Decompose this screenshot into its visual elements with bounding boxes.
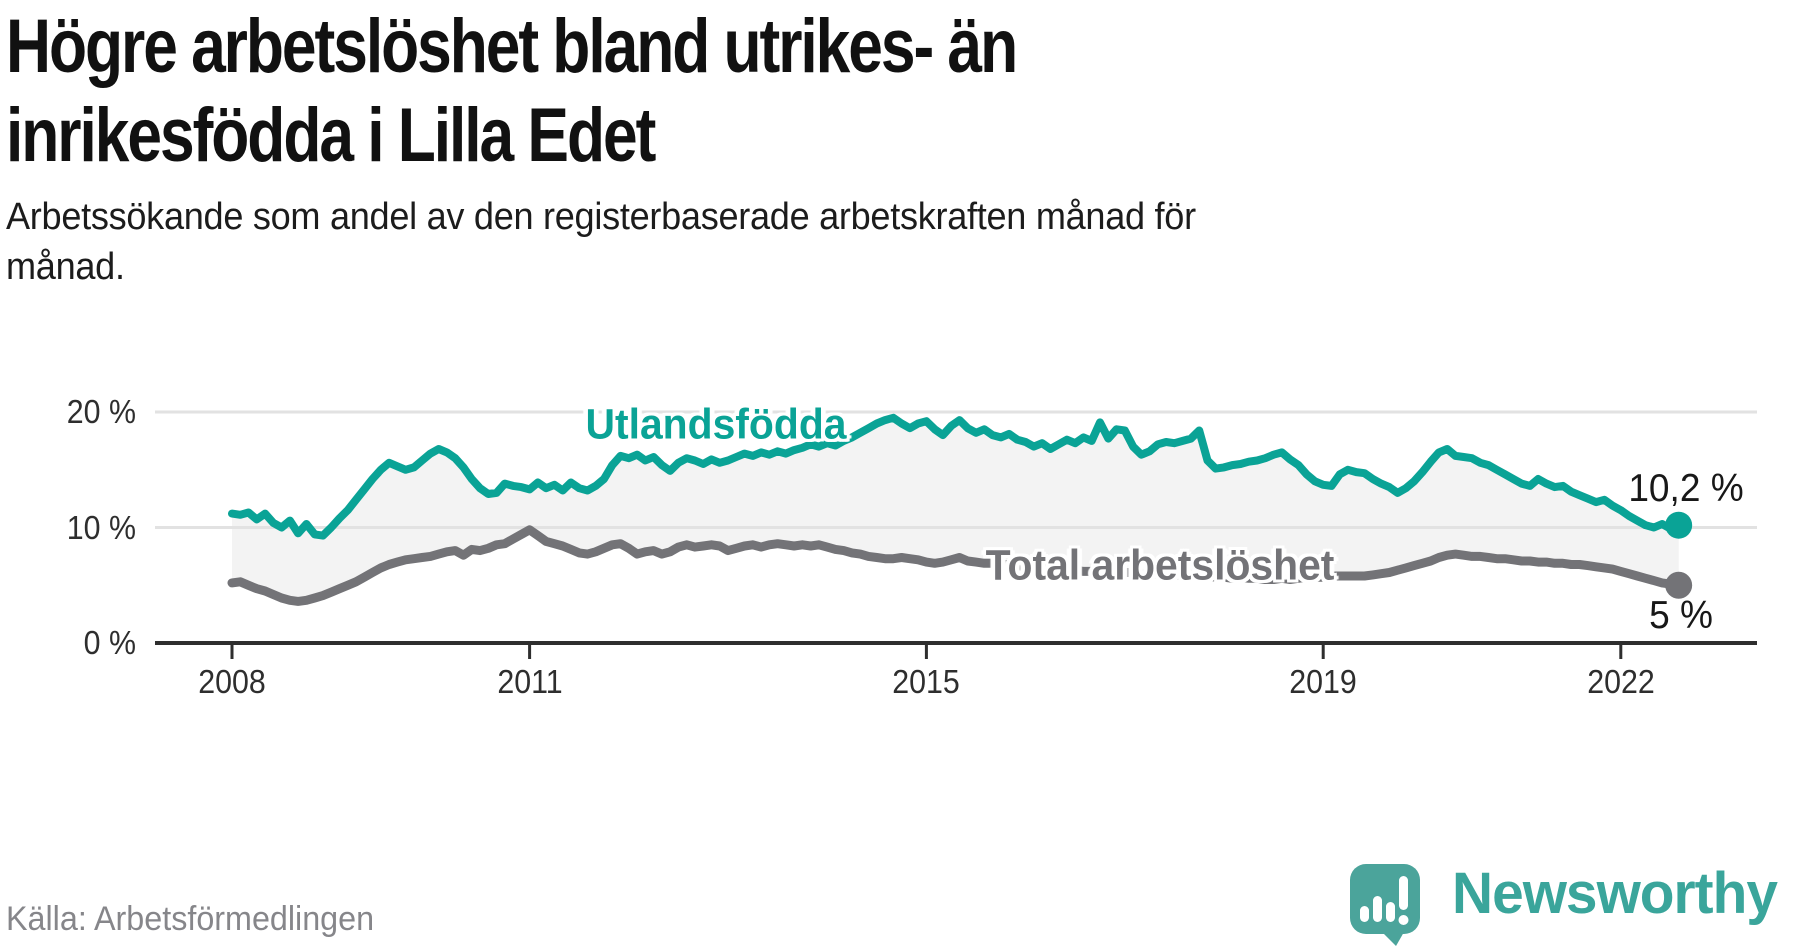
title-line-1: Högre arbetslöshet bland utrikes- än (6, 4, 1018, 89)
x-tick-label-2011: 2011 (496, 663, 563, 700)
y-tick-label-20: 20 % (66, 393, 136, 430)
exclamation-dot-icon (1398, 915, 1409, 925)
y-tick-label-0: 0 % (83, 624, 136, 661)
series-label-total-arbetsloshet: Total arbetslöshet (985, 541, 1335, 590)
bar-tall-icon (1373, 896, 1382, 922)
subtitle-line-1: Arbetssökande som andel av den registerb… (6, 196, 1196, 238)
end-dot-total (1665, 571, 1693, 599)
subtitle-line-2: månad. (6, 246, 125, 288)
title-line-2: inrikesfödda i Lilla Edet (6, 93, 656, 178)
line-total-arbetsloshet (227, 525, 1684, 606)
x-tick-label-2015: 2015 (892, 663, 961, 700)
x-tick-label-2022: 2022 (1587, 663, 1655, 700)
x-tick-label-2019: 2019 (1289, 663, 1357, 700)
chart-subtitle: Arbetssökande som andel av den registerb… (6, 192, 1258, 292)
area-between-series (232, 417, 1679, 602)
x-tick-label-2008: 2008 (198, 663, 266, 700)
end-dot-utlandsfodda (1665, 511, 1693, 539)
bar-medium-icon (1386, 902, 1395, 922)
page-title: Högre arbetslöshet bland utrikes- än inr… (6, 2, 1238, 180)
speech-bubble-tail (1382, 932, 1404, 946)
source-attribution: Källa: Arbetsförmedlingen (6, 900, 375, 938)
line-utlandsfodda (228, 413, 1683, 540)
exclamation-bar-icon (1399, 876, 1408, 910)
end-value-label-utlandsfodda: 10,2 % (1628, 467, 1744, 510)
end-value-label-total: 5 % (1649, 594, 1713, 637)
newsworthy-logo-icon (1350, 864, 1420, 946)
speech-bubble-shape (1350, 864, 1420, 934)
bar-small-icon (1360, 906, 1369, 922)
series-label-utlandsfodda: Utlandsfödda (585, 400, 847, 449)
brand-wordmark: Newsworthy (1452, 861, 1778, 926)
y-tick-label-10: 10 % (66, 508, 136, 546)
